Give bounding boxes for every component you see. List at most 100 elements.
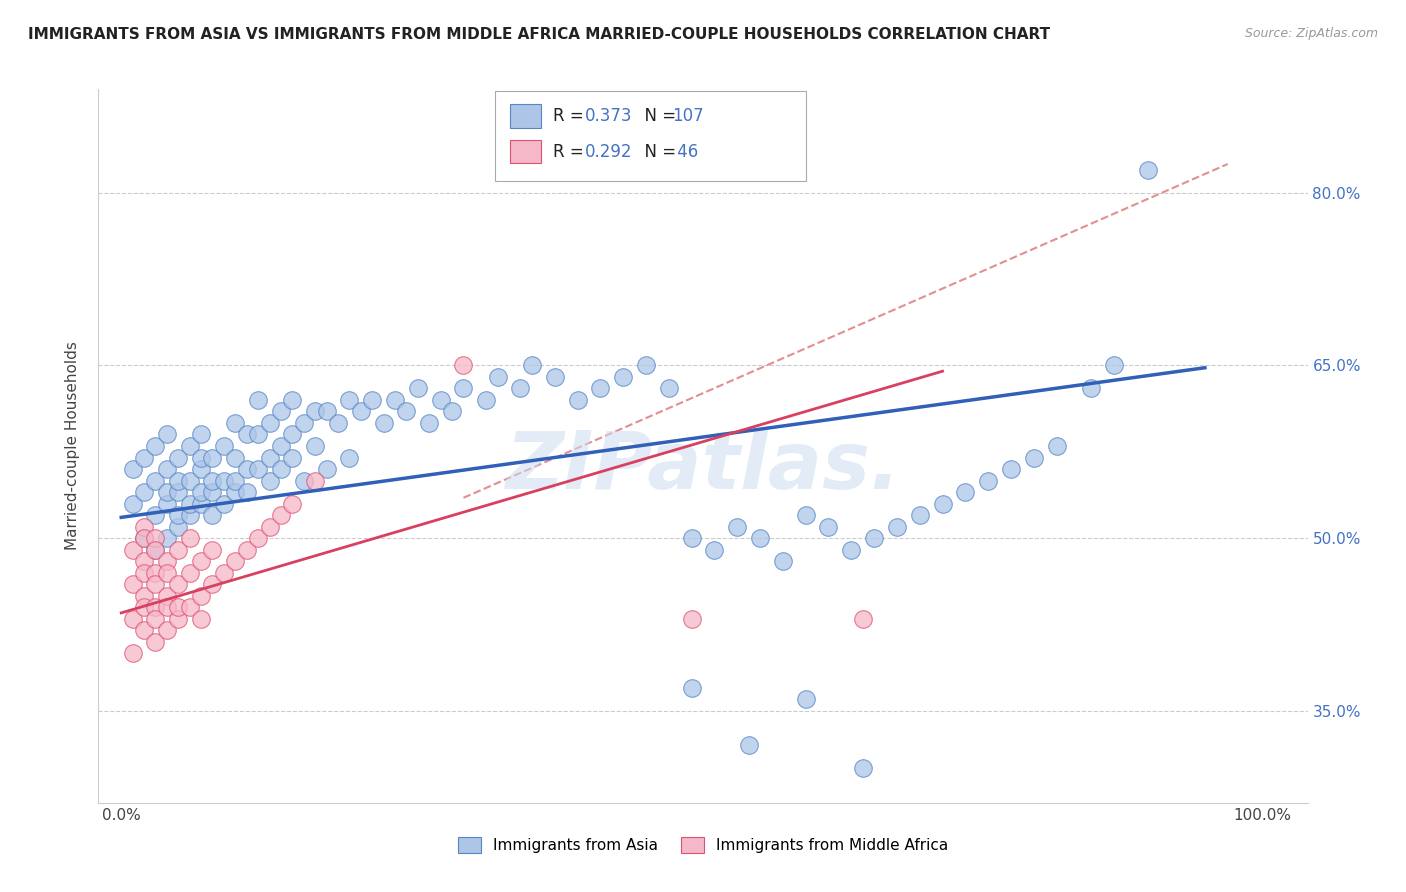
Point xyxy=(406,381,429,395)
Point xyxy=(247,462,270,476)
Point xyxy=(212,566,235,580)
Point xyxy=(634,359,657,373)
Point xyxy=(235,462,257,476)
Point xyxy=(235,485,257,500)
Point xyxy=(281,427,304,442)
Point xyxy=(681,531,703,545)
Point xyxy=(1102,359,1125,373)
Point xyxy=(156,485,179,500)
Point xyxy=(589,381,612,395)
Point xyxy=(121,646,143,660)
Point xyxy=(156,427,179,442)
Text: ZIPatlas.: ZIPatlas. xyxy=(505,428,901,507)
Point xyxy=(839,542,862,557)
Text: N =: N = xyxy=(634,107,682,125)
Point xyxy=(544,370,567,384)
Point xyxy=(132,450,155,465)
Point xyxy=(145,542,167,557)
Point xyxy=(304,404,326,418)
Point xyxy=(179,600,201,615)
Point xyxy=(863,531,886,545)
Point xyxy=(395,404,418,418)
Text: 107: 107 xyxy=(672,107,703,125)
Point xyxy=(259,519,281,533)
Point xyxy=(121,462,143,476)
Point xyxy=(281,392,304,407)
Point xyxy=(259,450,281,465)
Point xyxy=(167,485,190,500)
Point xyxy=(179,508,201,522)
Point xyxy=(212,497,235,511)
Point xyxy=(190,589,212,603)
Point xyxy=(132,623,155,637)
Point xyxy=(201,474,224,488)
Point xyxy=(361,392,384,407)
Text: Source: ZipAtlas.com: Source: ZipAtlas.com xyxy=(1244,27,1378,40)
Point xyxy=(224,554,246,568)
Point xyxy=(373,416,395,430)
Point xyxy=(121,612,143,626)
Point xyxy=(567,392,589,407)
Point xyxy=(281,450,304,465)
Text: 0.373: 0.373 xyxy=(585,107,633,125)
Point xyxy=(418,416,440,430)
Point xyxy=(681,612,703,626)
Point xyxy=(817,519,839,533)
Point xyxy=(156,531,179,545)
Point xyxy=(224,474,246,488)
Point xyxy=(247,392,270,407)
Point xyxy=(350,404,373,418)
Text: IMMIGRANTS FROM ASIA VS IMMIGRANTS FROM MIDDLE AFRICA MARRIED-COUPLE HOUSEHOLDS : IMMIGRANTS FROM ASIA VS IMMIGRANTS FROM … xyxy=(28,27,1050,42)
Point xyxy=(179,474,201,488)
Point xyxy=(315,462,337,476)
Text: 46: 46 xyxy=(672,143,699,161)
Point xyxy=(145,577,167,591)
Point xyxy=(247,531,270,545)
Point xyxy=(132,531,155,545)
Point xyxy=(292,416,315,430)
Y-axis label: Married-couple Households: Married-couple Households xyxy=(65,342,80,550)
Point xyxy=(132,519,155,533)
Point xyxy=(749,531,772,545)
Text: N =: N = xyxy=(634,143,682,161)
Point xyxy=(121,542,143,557)
Point xyxy=(190,554,212,568)
Text: R =: R = xyxy=(553,143,589,161)
Point xyxy=(190,612,212,626)
Point xyxy=(132,531,155,545)
Point xyxy=(852,761,875,775)
Point xyxy=(794,508,817,522)
Point xyxy=(179,497,201,511)
Point xyxy=(235,427,257,442)
Point xyxy=(201,577,224,591)
Point xyxy=(259,474,281,488)
Point xyxy=(292,474,315,488)
Point xyxy=(453,381,475,395)
Point xyxy=(201,542,224,557)
Point xyxy=(167,612,190,626)
Point xyxy=(179,566,201,580)
Point xyxy=(772,554,794,568)
Point xyxy=(955,485,977,500)
Point xyxy=(852,612,875,626)
Point xyxy=(337,450,360,465)
Point xyxy=(201,485,224,500)
Point xyxy=(156,566,179,580)
Point xyxy=(441,404,464,418)
Text: R =: R = xyxy=(553,107,589,125)
Point xyxy=(167,508,190,522)
Point xyxy=(270,404,292,418)
Point xyxy=(977,474,1000,488)
Point xyxy=(145,531,167,545)
Point xyxy=(681,681,703,695)
Point xyxy=(145,600,167,615)
Point xyxy=(145,566,167,580)
Point xyxy=(384,392,406,407)
Point xyxy=(132,554,155,568)
Point xyxy=(190,497,212,511)
Point xyxy=(1046,439,1069,453)
Point xyxy=(1022,450,1045,465)
Point xyxy=(167,450,190,465)
Point xyxy=(167,519,190,533)
Point xyxy=(270,462,292,476)
